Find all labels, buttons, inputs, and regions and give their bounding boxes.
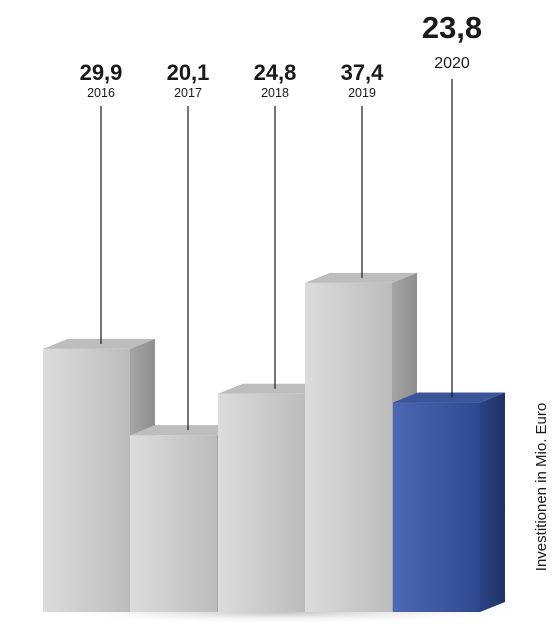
bars-group <box>43 272 505 612</box>
bar-2018 <box>218 393 305 612</box>
bar-2019 <box>305 282 392 612</box>
bar-2020 <box>393 402 480 612</box>
bar-top-2019 <box>305 272 417 283</box>
year-label-2019: 2019 <box>348 86 376 100</box>
y-axis-label: Investitionen in Mio. Euro <box>533 403 550 571</box>
leader-lines-group <box>100 79 453 431</box>
bar-side-2020 <box>480 392 505 612</box>
value-label-2019: 37,4 <box>341 60 385 85</box>
value-label-2020: 23,8 <box>422 10 482 45</box>
year-label-2017: 2017 <box>174 86 202 100</box>
bar-top-2020 <box>393 392 505 403</box>
year-label-2018: 2018 <box>261 86 289 100</box>
year-label-2020: 2020 <box>434 55 470 72</box>
year-label-2016: 2016 <box>87 86 115 100</box>
value-label-2018: 24,8 <box>254 60 297 85</box>
bar-2016 <box>43 348 130 612</box>
value-label-2016: 29,9 <box>80 60 123 85</box>
bar-top-2016 <box>43 338 155 349</box>
bar-top-2017 <box>130 425 242 436</box>
bar-2017 <box>130 435 217 612</box>
bar-top-2018 <box>218 383 330 394</box>
value-label-2017: 20,1 <box>167 60 210 85</box>
